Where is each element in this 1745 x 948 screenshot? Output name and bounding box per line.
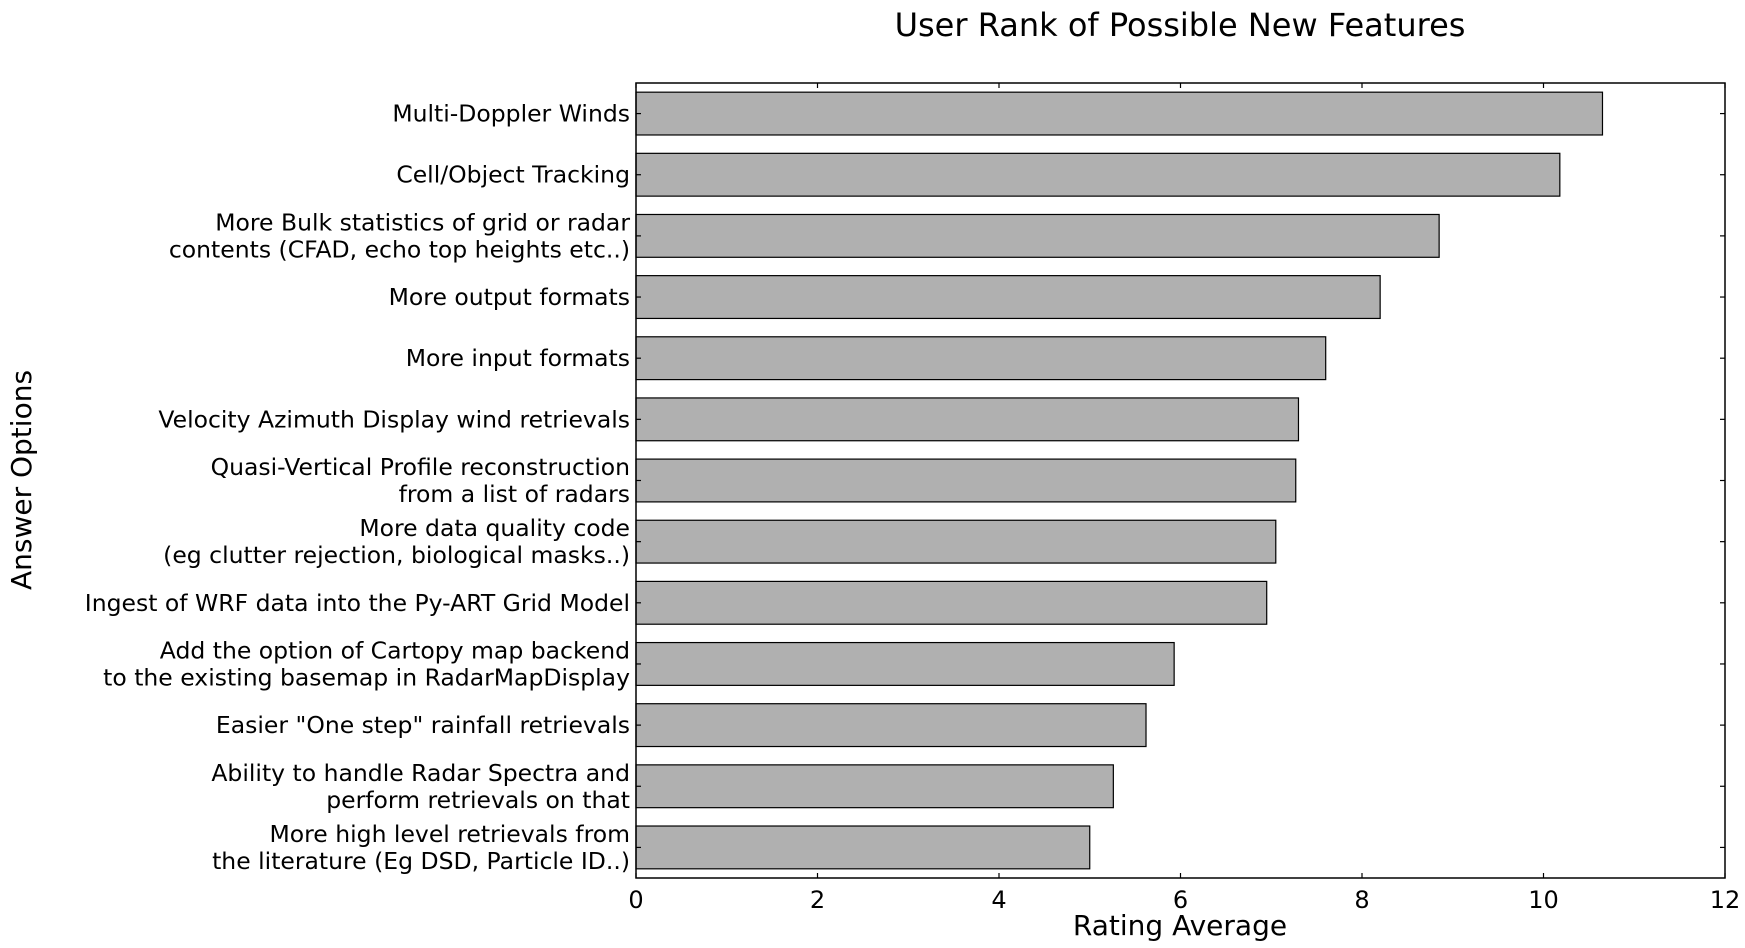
category-label-2-0: More Bulk statistics of grid or radar	[215, 208, 630, 236]
category-label-8-0: Ingest of WRF data into the Py-ART Grid …	[85, 589, 630, 617]
bar-8	[635, 580, 1268, 625]
x-tick-label-5: 10	[1528, 886, 1559, 914]
bar-12	[635, 825, 1091, 870]
category-label-11-0: Ability to handle Radar Spectra and	[211, 759, 630, 787]
bar-0	[635, 91, 1604, 136]
x-tick-label-6: 12	[1710, 886, 1741, 914]
x-tick-label-1: 2	[810, 886, 825, 914]
category-label-5-0: Velocity Azimuth Display wind retrievals	[158, 405, 630, 433]
category-label-9-0: Add the option of Cartopy map backend	[160, 636, 630, 664]
x-tick-label-4: 8	[1354, 886, 1369, 914]
bar-3	[635, 275, 1381, 320]
x-tick-label-3: 6	[1173, 886, 1188, 914]
x-tick-label-2: 4	[991, 886, 1006, 914]
x-tick-label-0: 0	[628, 886, 643, 914]
category-label-12-1: the literature (Eg DSD, Particle ID..)	[212, 847, 630, 875]
category-label-7-0: More data quality code	[359, 514, 630, 542]
category-label-3-0: More output formats	[389, 283, 630, 311]
y-axis-label: Answer Options	[5, 370, 38, 590]
bar-9	[635, 641, 1175, 686]
category-label-12-0: More high level retrievals from	[270, 820, 631, 848]
category-label-2-1: contents (CFAD, echo top heights etc..)	[169, 235, 630, 263]
bar-6	[635, 458, 1297, 503]
bar-4	[635, 336, 1327, 381]
category-label-1-0: Cell/Object Tracking	[396, 161, 630, 189]
category-label-11-1: perform retrievals on that	[326, 786, 630, 814]
bar-5	[635, 397, 1300, 442]
bar-1	[635, 152, 1561, 197]
chart-title: User Rank of Possible New Features	[895, 6, 1466, 44]
plot-frame	[635, 82, 1726, 879]
bar-7	[635, 519, 1277, 564]
ticks-group: 0 2 4 6 8 10 12	[628, 83, 1740, 914]
bar-10	[635, 703, 1147, 748]
bars-group	[635, 91, 1604, 870]
category-label-6-0: Quasi-Vertical Profile reconstruction	[211, 453, 630, 481]
category-label-0-0: Multi-Doppler Winds	[392, 100, 630, 128]
category-labels-group: Multi-Doppler Winds Cell/Object Tracking M…	[85, 100, 631, 875]
x-axis-label: Rating Average	[1073, 909, 1287, 942]
category-label-7-1: (eg clutter rejection, biological masks.…	[163, 541, 630, 569]
category-label-9-1: to the existing basemap in RadarMapDispl…	[103, 663, 630, 691]
category-label-6-1: from a list of radars	[399, 480, 630, 508]
bar-11	[635, 764, 1114, 809]
category-label-4-0: More input formats	[406, 344, 630, 372]
category-label-10-0: Easier "One step" rainfall retrievals	[216, 711, 630, 739]
bar-2	[635, 213, 1440, 258]
